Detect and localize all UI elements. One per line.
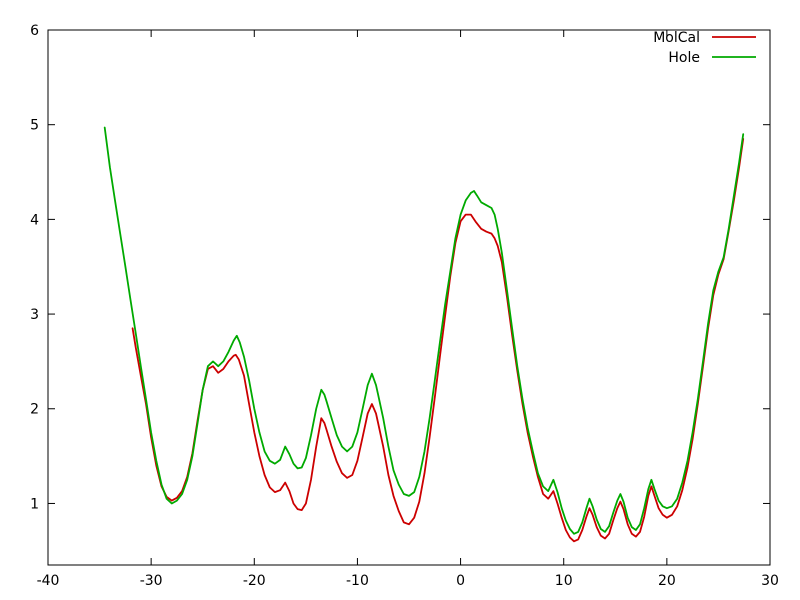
series-line-hole <box>103 126 745 535</box>
x-tick-label: 30 <box>761 573 779 589</box>
x-tick-label: -30 <box>140 573 163 589</box>
x-tick-label: -10 <box>346 573 369 589</box>
x-tick-label: -20 <box>243 573 266 589</box>
y-tick-label: 2 <box>30 402 39 418</box>
y-tick-label: 4 <box>30 212 39 228</box>
y-tick-label: 5 <box>30 118 39 134</box>
y-tick-label: 6 <box>30 23 39 39</box>
legend-label-hole: Hole <box>668 50 700 66</box>
y-tick-label: 1 <box>30 496 39 512</box>
x-tick-label: 20 <box>658 573 676 589</box>
plot-border <box>47 29 771 566</box>
x-tick-label: 0 <box>456 573 465 589</box>
series-line-molcal <box>131 137 745 543</box>
x-tick-label: -40 <box>37 573 60 589</box>
y-tick-label: 3 <box>30 307 39 323</box>
legend-label-molcal: MolCal <box>653 30 700 46</box>
x-tick-label: 10 <box>555 573 573 589</box>
